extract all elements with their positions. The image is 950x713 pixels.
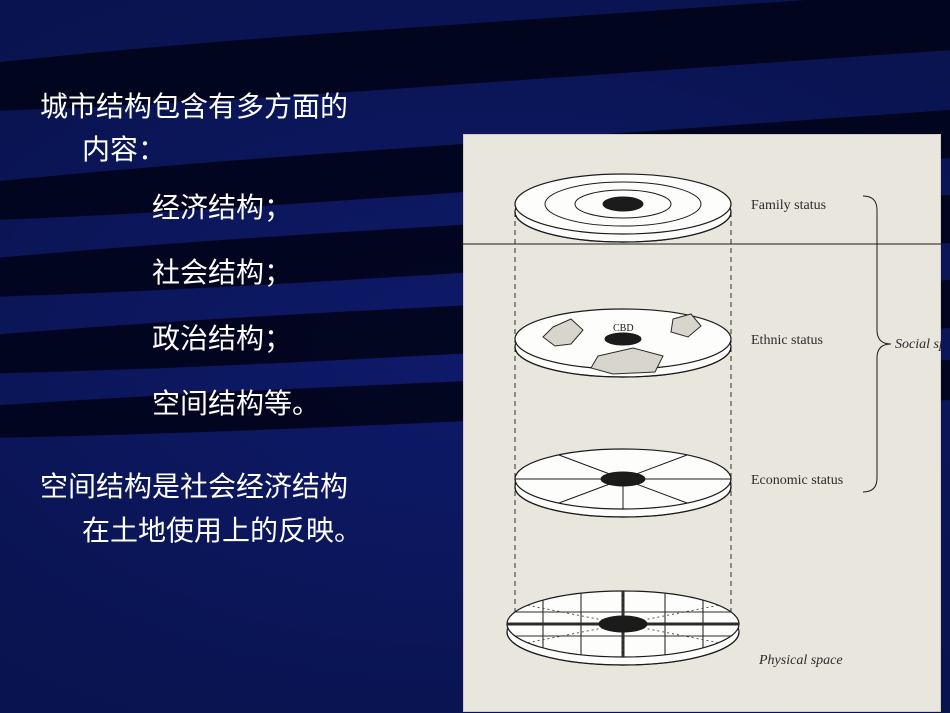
- social-space-diagram: Family status CBD Ethnic status: [463, 134, 941, 712]
- text-column: 城市结构包含有多方面的 内容： 经济结构； 社会结构； 政治结构； 空间结构等。…: [40, 86, 460, 553]
- layer-physical-space: [507, 591, 739, 665]
- paragraph-line-1: 空间结构是社会经济结构: [40, 466, 460, 509]
- label-physical-space: Physical space: [758, 653, 843, 668]
- intro-line-2: 内容：: [40, 129, 460, 172]
- list-item: 经济结构；: [40, 187, 460, 230]
- intro-line-1: 城市结构包含有多方面的: [40, 86, 460, 129]
- label-family-status: Family status: [751, 198, 826, 213]
- list-item: 政治结构；: [40, 318, 460, 361]
- layer-ethnic-status: CBD: [515, 309, 731, 377]
- list-item: 空间结构等。: [40, 383, 460, 426]
- social-space-bracket: [863, 196, 891, 492]
- list-item: 社会结构；: [40, 252, 460, 295]
- label-economic-status: Economic status: [751, 473, 843, 488]
- label-ethnic-status: Ethnic status: [751, 333, 823, 348]
- label-social-space: Social space: [895, 337, 941, 352]
- paragraph-line-2: 在土地使用上的反映。: [40, 510, 460, 553]
- label-cbd: CBD: [613, 323, 634, 334]
- slide: 城市结构包含有多方面的 内容： 经济结构； 社会结构； 政治结构； 空间结构等。…: [0, 0, 950, 713]
- layer-family-status: [515, 174, 731, 242]
- layer-economic-status: [515, 449, 731, 517]
